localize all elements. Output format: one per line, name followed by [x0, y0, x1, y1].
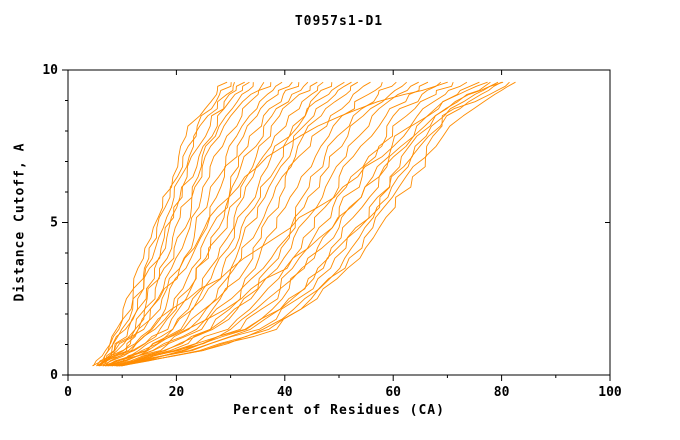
x-tick-label: 20 — [169, 385, 185, 400]
model-curve — [111, 81, 419, 367]
model-curve — [107, 81, 371, 367]
model-curve — [105, 81, 499, 367]
model-curve — [99, 81, 265, 367]
x-tick-label: 80 — [494, 385, 510, 400]
model-curve — [96, 81, 250, 367]
model-curve — [100, 81, 283, 367]
model-curve — [107, 82, 383, 367]
x-tick-label: 100 — [598, 385, 622, 400]
model-curve — [92, 81, 228, 367]
y-tick-label: 5 — [50, 216, 58, 231]
chart-title: T0957s1-D1 — [294, 14, 384, 29]
model-curve — [118, 81, 510, 367]
model-curve — [108, 81, 359, 367]
y-tick-label: 0 — [50, 368, 58, 383]
x-tick-label: 60 — [385, 385, 401, 400]
model-curve — [118, 81, 480, 367]
model-curve — [102, 82, 300, 367]
y-tick-label: 10 — [42, 63, 58, 78]
model-curve — [104, 81, 352, 367]
model-curve — [115, 81, 468, 367]
model-curve — [119, 81, 502, 367]
model-curve — [96, 81, 245, 367]
model-curve — [99, 82, 272, 367]
model-curve — [100, 81, 309, 367]
model-curve — [121, 81, 516, 367]
model-curve — [106, 81, 345, 367]
model-curve — [102, 82, 333, 367]
model-curve — [98, 81, 293, 367]
x-tick-label: 0 — [64, 385, 72, 400]
x-axis-label: Percent of Residues (CA) — [233, 403, 445, 418]
model-curve — [104, 81, 318, 367]
model-curve — [116, 81, 442, 367]
model-curve — [111, 81, 429, 367]
model-curve — [97, 82, 254, 367]
model-curve — [98, 81, 448, 367]
model-curve — [114, 81, 407, 367]
model-curve — [93, 82, 232, 367]
model-curve — [96, 82, 235, 367]
model-curve — [117, 82, 454, 367]
model-curve — [109, 81, 397, 367]
x-tick-label: 40 — [277, 385, 293, 400]
model-curve — [98, 81, 488, 367]
model-curve — [116, 81, 504, 367]
y-axis-label: Distance Cutoff, A — [12, 142, 28, 302]
plot-frame — [67, 69, 611, 376]
model-curve — [102, 81, 324, 367]
